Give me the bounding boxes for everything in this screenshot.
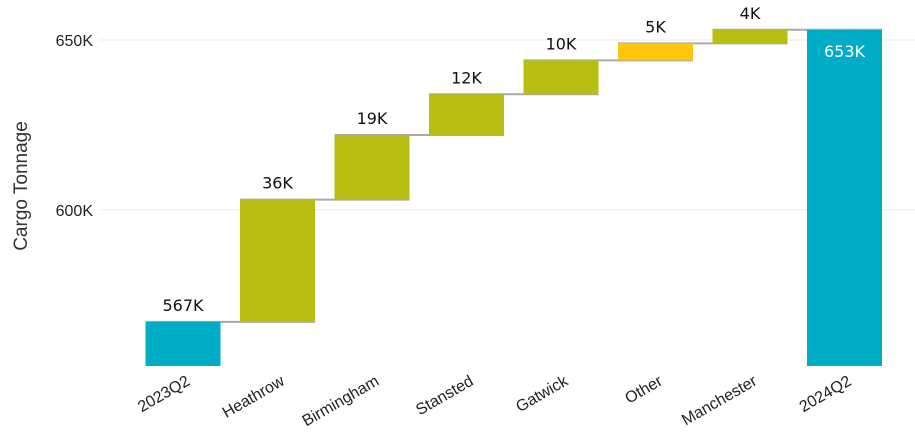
grid-lines [100, 39, 915, 211]
data-labels: 567K 36K 19K 12K 10K 5K 4K 653K [162, 4, 865, 315]
data-label: 19K [357, 109, 388, 128]
data-label: 10K [546, 34, 577, 53]
bar-stansted [429, 94, 504, 136]
bars [145, 29, 882, 366]
bar-other [618, 43, 693, 61]
bar-heathrow [240, 199, 315, 322]
x-tick-label: Manchester [679, 372, 760, 429]
bar-birmingham [334, 135, 410, 200]
data-label: 36K [262, 174, 293, 193]
x-axis-labels: 2023Q2 Heathrow Birmingham Stansted Gatwick O… [135, 372, 854, 430]
bar-2024q2 [807, 29, 882, 366]
data-label: 5K [645, 17, 666, 36]
x-tick-label: Stansted [413, 373, 476, 419]
data-label: 653K [824, 42, 866, 61]
bar-2023q2 [145, 321, 221, 366]
data-label: 567K [162, 296, 204, 315]
y-tick-label: 650K [56, 33, 94, 50]
data-label: 12K [451, 68, 482, 87]
x-tick-label: Birmingham [300, 373, 382, 430]
x-tick-label: Heathrow [220, 373, 288, 422]
y-axis-title: Cargo Tonnage [11, 121, 32, 251]
data-label: 4K [740, 4, 761, 23]
x-tick-label: 2023Q2 [135, 373, 193, 416]
bar-gatwick [523, 60, 599, 95]
x-tick-label: Other [622, 372, 666, 407]
bar-manchester [712, 29, 788, 44]
y-tick-label: 600K [56, 203, 94, 220]
x-tick-label: Gatwick [513, 372, 572, 416]
y-axis-ticks: 600K 650K [56, 33, 94, 220]
x-tick-label: 2024Q2 [797, 373, 855, 416]
